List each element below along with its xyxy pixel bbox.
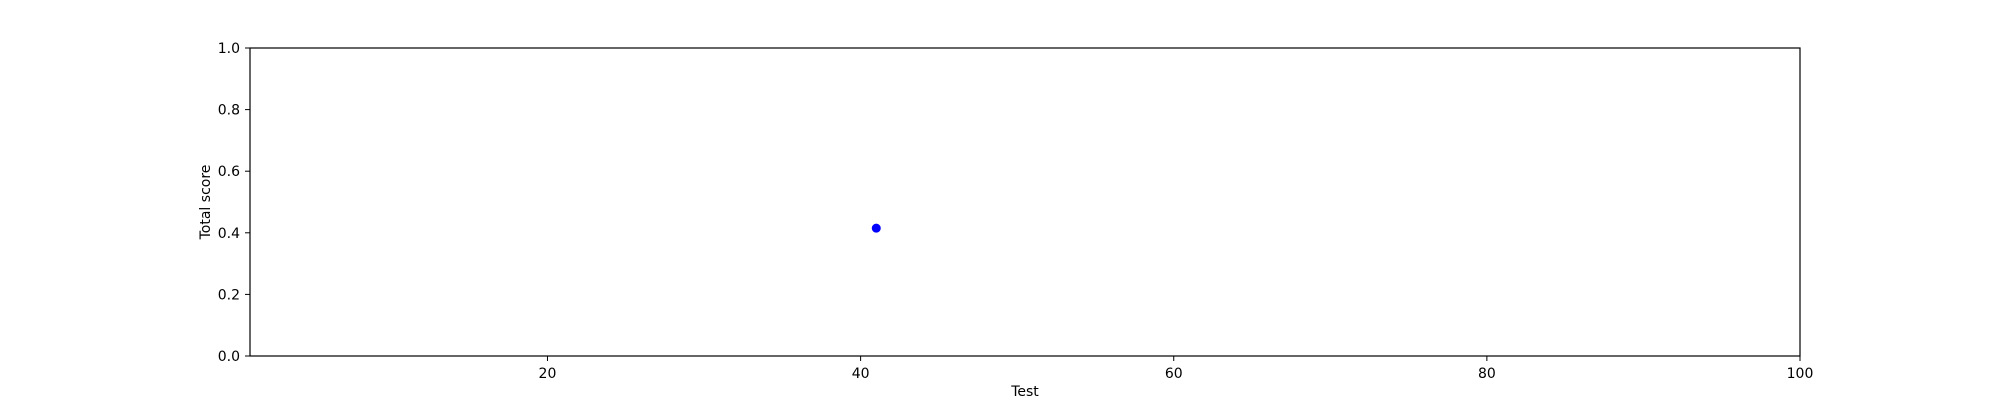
plot-frame [249, 47, 1801, 357]
plot-background [250, 48, 1800, 356]
y-tick-label: 0.2 [218, 287, 240, 303]
y-tick-label: 0.8 [218, 103, 240, 119]
y-tick-label: 1.0 [218, 41, 240, 57]
ticks-layer: 20 40 60 80 100 0.0 0.2 0.4 0.6 0.8 1.0 [218, 41, 1814, 382]
x-axis-label: Test [1010, 384, 1039, 400]
x-tick-label: 40 [852, 366, 870, 382]
y-tick-label: 0.6 [218, 164, 240, 180]
x-tick-label: 60 [1165, 366, 1183, 382]
x-tick-label: 100 [1787, 366, 1814, 382]
x-tick-label: 80 [1478, 366, 1496, 382]
data-point [871, 223, 881, 233]
points-layer [871, 223, 881, 233]
y-tick-label: 0.0 [218, 349, 240, 365]
y-tick-label: 0.4 [218, 226, 240, 242]
y-axis-label: Total score [198, 165, 214, 241]
x-tick-label: 20 [539, 366, 557, 382]
